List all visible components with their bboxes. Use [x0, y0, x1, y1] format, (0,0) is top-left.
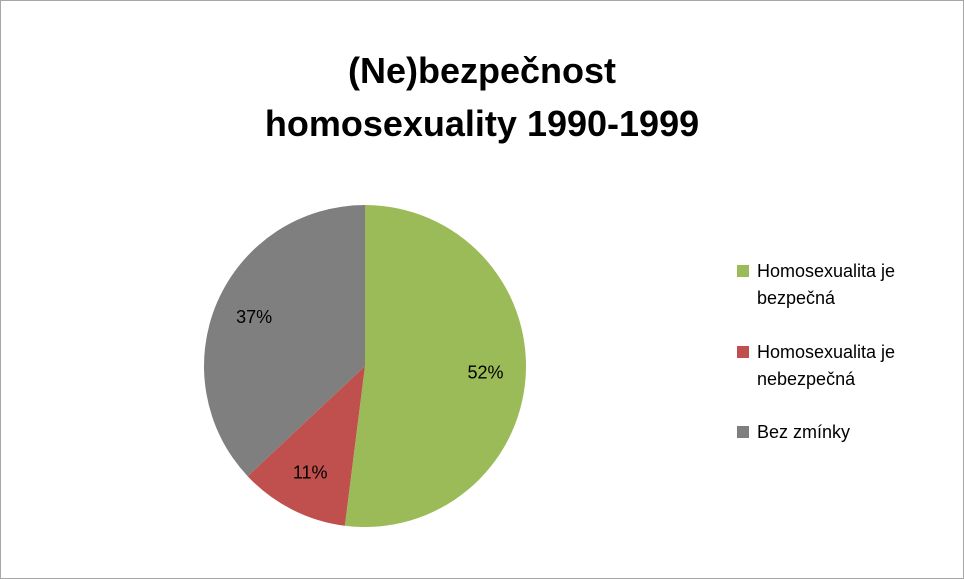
- pie-slice: [344, 205, 526, 527]
- legend-item: Homosexualita je nebezpečná: [737, 339, 957, 393]
- pie-slice: [247, 366, 365, 526]
- legend-swatch: [737, 426, 749, 438]
- legend-item: Homosexualita je bezpečná: [737, 258, 957, 312]
- legend-label: Homosexualita je bezpečná: [757, 261, 896, 308]
- legend-swatch: [737, 346, 749, 358]
- legend-label: Bez zmínky: [757, 422, 851, 442]
- pie-slice: [203, 205, 365, 477]
- legend-swatch: [737, 265, 749, 277]
- legend-item: Bez zmínky: [737, 419, 957, 446]
- data-label: 52%: [467, 362, 503, 382]
- chart-title: (Ne)bezpečnost homosexuality 1990-1999: [264, 50, 700, 144]
- data-label: 37%: [236, 307, 272, 327]
- legend-label: Homosexualita je nebezpečná: [757, 342, 896, 389]
- data-label: 11%: [293, 462, 328, 482]
